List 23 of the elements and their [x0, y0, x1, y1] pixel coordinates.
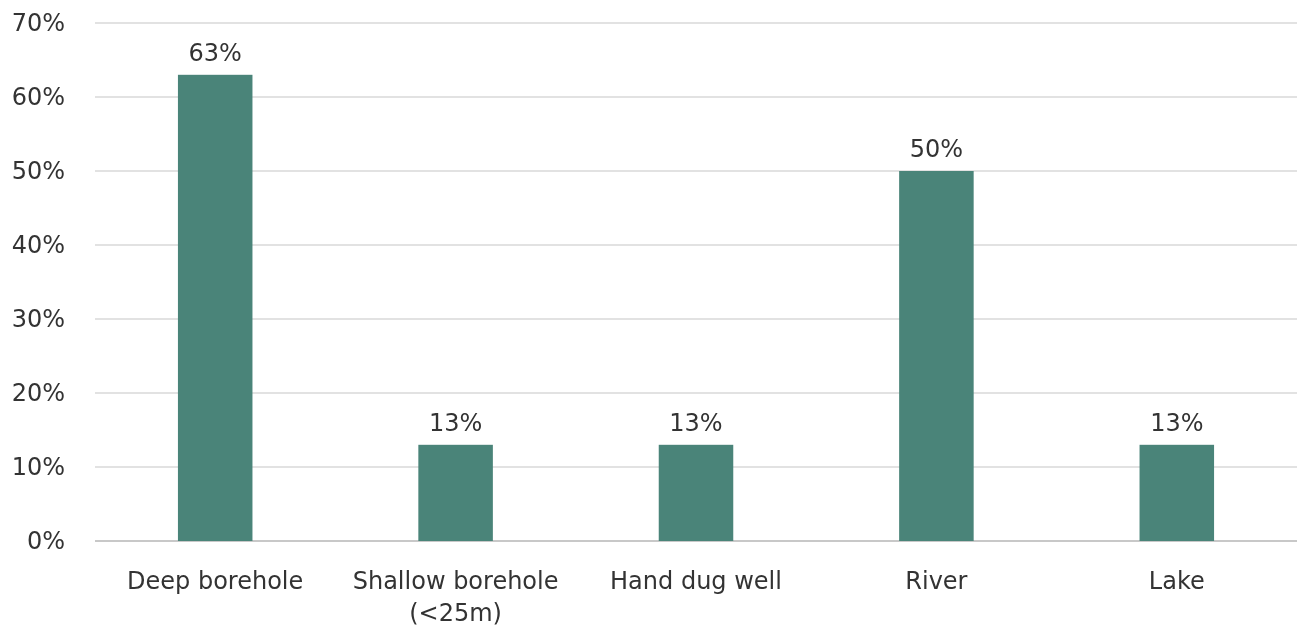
x-tick-label: Hand dug well	[610, 567, 782, 595]
x-tick-label: Shallow borehole (<25m)	[352, 567, 559, 627]
y-tick-label: 50%	[11, 157, 65, 186]
x-tick-label: Lake	[1148, 567, 1205, 595]
y-tick-label: 0%	[26, 527, 65, 556]
y-tick-label: 10%	[11, 453, 65, 482]
y-tick-label: 70%	[11, 9, 65, 38]
y-tick-label: 20%	[11, 379, 65, 408]
y-tick-label: 40%	[11, 231, 65, 260]
bar	[1139, 444, 1215, 541]
data-label: 50%	[909, 135, 964, 163]
data-label: 13%	[669, 408, 723, 437]
x-tick-label: Deep borehole	[127, 567, 304, 595]
x-tick-label: River	[905, 567, 968, 595]
bar	[418, 444, 493, 541]
bar	[899, 171, 974, 541]
data-label: 63%	[188, 38, 242, 67]
bar	[177, 74, 253, 541]
bar	[658, 444, 734, 541]
y-tick-label: 30%	[11, 305, 65, 334]
y-tick-label: 60%	[11, 83, 65, 112]
data-label: 13%	[1150, 408, 1204, 437]
data-label: 13%	[428, 408, 483, 437]
